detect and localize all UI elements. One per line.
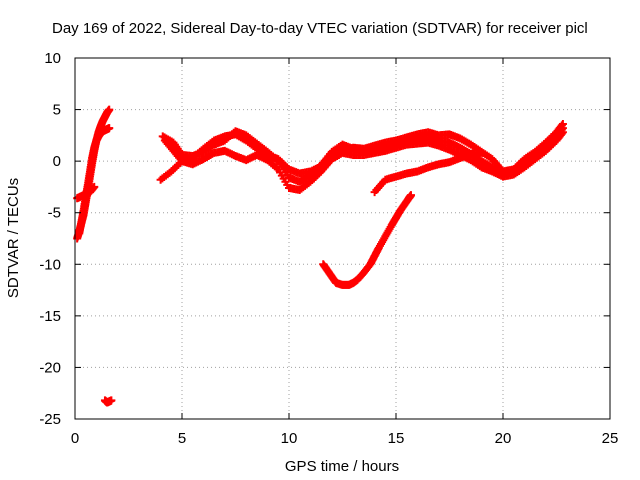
y-tick-label: 0 xyxy=(53,153,61,170)
data-point xyxy=(558,128,567,137)
series-isolated-low xyxy=(100,396,116,407)
y-tick-label: 10 xyxy=(44,50,61,67)
series-arc-late-rise xyxy=(370,148,486,197)
y-tick-label: -20 xyxy=(39,359,61,376)
y-axis-label: SDTVAR / TECUs xyxy=(5,178,22,298)
chart-title: Day 169 of 2022, Sidereal Day-to-day VTE… xyxy=(52,20,588,37)
x-tick-label: 0 xyxy=(71,430,79,447)
grid-lines xyxy=(74,57,611,420)
plot-frame xyxy=(74,57,611,420)
x-axis-ticks: 0 5 10 15 20 25 xyxy=(71,58,619,447)
data-point xyxy=(105,124,114,133)
data-point xyxy=(105,105,114,114)
data-point xyxy=(406,191,415,200)
x-tick-label: 25 xyxy=(602,430,619,447)
x-axis-label: GPS time / hours xyxy=(285,458,399,475)
data-point xyxy=(477,148,486,157)
x-tick-label: 20 xyxy=(495,430,512,447)
data-point-interp xyxy=(557,129,566,138)
y-tick-label: -10 xyxy=(39,256,61,273)
series-arc-early-low xyxy=(73,182,99,203)
x-tick-label: 5 xyxy=(178,430,186,447)
series-arc-dip xyxy=(319,191,415,289)
data-point xyxy=(107,396,116,405)
x-tick-label: 15 xyxy=(388,430,405,447)
y-tick-label: -25 xyxy=(39,411,61,428)
series-arc-main-c xyxy=(156,128,567,195)
y-tick-label: 5 xyxy=(53,102,61,119)
y-tick-label: -5 xyxy=(48,205,61,222)
y-axis-ticks: 10 5 0 -5 -10 -15 -20 -25 xyxy=(39,50,610,428)
data-points xyxy=(73,105,567,407)
x-tick-label: 10 xyxy=(281,430,298,447)
series-arc-early-rise-b xyxy=(75,124,114,238)
y-tick-label: -15 xyxy=(39,308,61,325)
data-point xyxy=(90,182,99,191)
